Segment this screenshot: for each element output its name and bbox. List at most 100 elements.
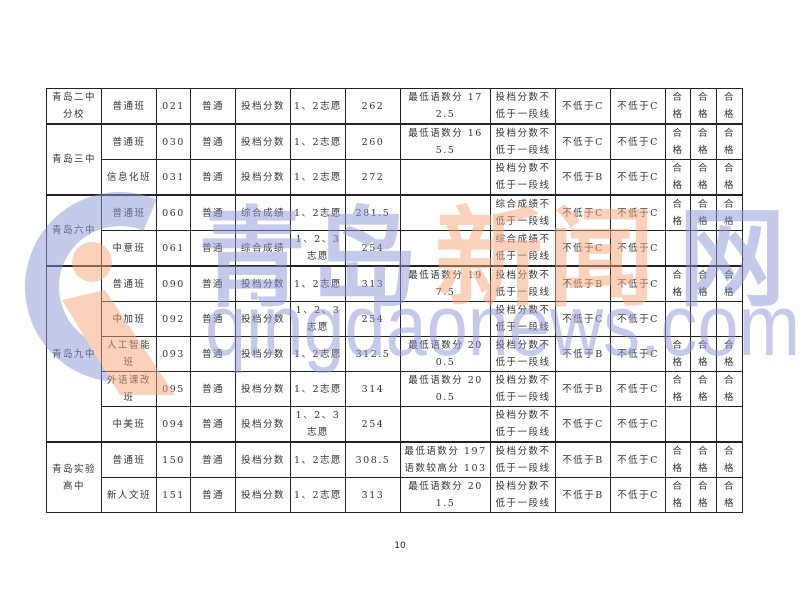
wish-order-cell: 1、2、3志愿 <box>290 230 346 267</box>
grade-requirement-2-cell: 不低于C <box>610 301 666 337</box>
wish-order-cell: 1、2志愿 <box>290 123 346 160</box>
pass-2-cell <box>690 230 717 267</box>
min-subject-score-cell <box>400 301 491 337</box>
cutoff-score-cell: 254 <box>345 406 401 443</box>
min-subject-score-cell: 最低语数分 165.5 <box>400 123 491 160</box>
pass-3-cell: 合格 <box>716 159 743 196</box>
grade-requirement-2-cell: 不低于C <box>610 88 666 125</box>
pass-2-cell <box>690 406 717 443</box>
pass-3-cell: 合格 <box>716 194 743 231</box>
admission-method-cell: 投档分数 <box>235 301 291 337</box>
pass-3-cell: 合格 <box>716 88 743 125</box>
score-requirement-cell: 投档分数不低于一段线 <box>490 123 556 160</box>
class-name-cell: 人工智能班 <box>101 336 157 372</box>
class-name-cell: 普通班 <box>101 194 157 231</box>
class-name-cell: 中美班 <box>101 406 157 443</box>
pass-3-cell <box>716 406 743 443</box>
grade-requirement-2-cell: 不低于C <box>610 159 666 196</box>
class-type-cell: 普通 <box>190 194 236 231</box>
table-row: 中加班 092 普通 投档分数 1、2、3志愿 254 投档分数不低于一段线 不低于C 不低于C <box>47 301 743 337</box>
grade-requirement-1-cell: 不低于B <box>555 477 611 513</box>
pass-2-cell <box>690 301 717 337</box>
pass-1-cell: 合格 <box>665 477 691 513</box>
class-type-cell: 普通 <box>190 265 236 302</box>
grade-requirement-1-cell: 不低于C <box>555 301 611 337</box>
class-name-cell: 普通班 <box>101 88 157 125</box>
wish-order-cell: 1、2志愿 <box>290 194 346 231</box>
class-type-cell: 普通 <box>190 371 236 407</box>
pass-1-cell: 合格 <box>665 159 691 196</box>
cutoff-score-cell: 313 <box>345 477 401 513</box>
cutoff-score-cell: 314 <box>345 371 401 407</box>
score-requirement-cell: 投档分数不低于一段线 <box>490 441 556 478</box>
class-type-cell: 普通 <box>190 159 236 196</box>
class-code-cell: 031 <box>156 159 191 196</box>
wish-order-cell: 1、2志愿 <box>290 265 346 302</box>
pass-2-cell: 合格 <box>690 159 717 196</box>
class-type-cell: 普通 <box>190 301 236 337</box>
pass-3-cell: 合格 <box>716 123 743 160</box>
score-requirement-cell: 综合成绩不低于一段线 <box>490 194 556 231</box>
min-subject-score-cell <box>400 406 491 443</box>
grade-requirement-1-cell: 不低于C <box>555 194 611 231</box>
table-row: 青岛三中 普通班 030 普通 投档分数 1、2志愿 260 最低语数分 165.5 投档分数不… <box>46 123 743 196</box>
class-type-cell: 普通 <box>190 441 236 478</box>
pass-1-cell: 合格 <box>665 88 691 125</box>
grade-requirement-2-cell: 不低于C <box>610 406 666 443</box>
cutoff-score-cell: 272 <box>345 159 401 196</box>
wish-order-cell: 1、2志愿 <box>290 371 346 407</box>
grade-requirement-2-cell: 不低于C <box>610 441 666 478</box>
class-type-cell: 普通 <box>190 88 236 125</box>
class-type-cell: 普通 <box>190 477 236 513</box>
table-row: 青岛六中 普通班 060 普通 综合成绩 1、2志愿 281.5 综合成绩不低于一段线 不低于C… <box>46 194 743 267</box>
pass-2-cell: 合格 <box>690 441 717 478</box>
admission-method-cell: 投档分数 <box>235 406 291 443</box>
admission-method-cell: 投档分数 <box>235 123 291 160</box>
wish-order-cell: 1、2志愿 <box>290 336 346 372</box>
pass-3-cell: 合格 <box>716 371 743 407</box>
pass-1-cell: 合格 <box>665 371 691 407</box>
class-code-cell: 061 <box>156 230 191 267</box>
min-subject-score-cell: 最低语数分 201.5 <box>400 477 491 513</box>
grade-requirement-1-cell: 不低于B <box>555 159 611 196</box>
pass-1-cell: 合格 <box>665 265 691 302</box>
class-code-cell: 150 <box>156 441 191 478</box>
min-subject-score-cell <box>400 194 491 231</box>
pass-3-cell: 合格 <box>716 441 743 478</box>
school-name: 青岛三中 <box>46 123 102 196</box>
class-code-cell: 021 <box>156 88 191 125</box>
cutoff-score-cell: 260 <box>345 123 401 160</box>
grade-requirement-1-cell: 不低于C <box>555 123 611 160</box>
pass-1-cell: 合格 <box>665 123 691 160</box>
wish-order-cell: 1、2、3志愿 <box>290 406 346 443</box>
pass-2-cell: 合格 <box>690 477 717 513</box>
table-row: 新人文班 151 普通 投档分数 1、2志愿 313 最低语数分 201.5 投档分数不低于一… <box>47 477 743 513</box>
min-subject-score-cell: 最低语数分 172.5 <box>400 88 491 125</box>
score-requirement-cell: 投档分数不低于一段线 <box>490 336 556 372</box>
admission-method-cell: 投档分数 <box>235 441 291 478</box>
wish-order-cell: 1、2志愿 <box>290 477 346 513</box>
score-requirement-cell: 投档分数不低于一段线 <box>490 159 556 196</box>
admission-method-cell: 投档分数 <box>235 371 291 407</box>
class-name-cell: 普通班 <box>101 441 157 478</box>
class-name-cell: 普通班 <box>101 123 157 160</box>
class-name-cell: 新人文班 <box>101 477 157 513</box>
school-name: 青岛九中 <box>46 265 102 443</box>
pass-1-cell: 合格 <box>665 441 691 478</box>
table-row: 青岛实验高中 普通班 150 普通 投档分数 1、2志愿 308.5 最低语数分 197 语数… <box>46 441 743 513</box>
wish-order-cell: 1、2志愿 <box>290 441 346 478</box>
table-row: 中意班 061 普通 综合成绩 1、2、3志愿 254 综合成绩不低于一段线 不低于C 不低于C <box>47 230 743 267</box>
school-name: 青岛实验高中 <box>46 441 102 513</box>
grade-requirement-2-cell: 不低于C <box>610 477 666 513</box>
admission-method-cell: 投档分数 <box>235 159 291 196</box>
grade-requirement-1-cell: 不低于B <box>555 265 611 302</box>
grade-requirement-2-cell: 不低于C <box>610 123 666 160</box>
class-code-cell: 093 <box>156 336 191 372</box>
table-row: 外语课改班 095 普通 投档分数 1、2志愿 314 最低语数分 200.5 投档分数不低于… <box>47 371 743 407</box>
pass-2-cell: 合格 <box>690 371 717 407</box>
class-name-cell: 中意班 <box>101 230 157 267</box>
wish-order-cell: 1、2、3志愿 <box>290 301 346 337</box>
cutoff-score-cell: 262 <box>345 88 401 125</box>
table-row: 人工智能班 093 普通 投档分数 1、2志愿 312.5 最低语数分 200.5 投档分数不… <box>47 336 743 372</box>
class-type-cell: 普通 <box>190 406 236 443</box>
